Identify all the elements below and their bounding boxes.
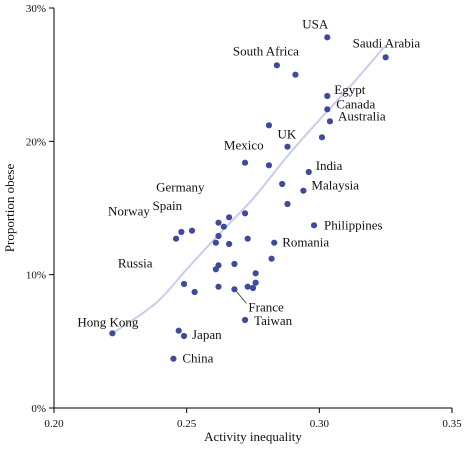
data-point <box>212 266 219 273</box>
point-label: Australia <box>338 108 386 123</box>
data-point <box>271 239 278 246</box>
data-point <box>265 162 273 169</box>
data-point <box>284 200 291 208</box>
data-point <box>382 54 389 61</box>
point-label: Canada <box>336 96 375 111</box>
data-point <box>188 227 196 234</box>
point-label: USA <box>302 16 329 31</box>
data-point <box>180 332 188 340</box>
data-point <box>249 284 257 292</box>
data-point <box>180 280 188 288</box>
point-label: India <box>316 158 343 173</box>
point-label: Mexico <box>224 137 264 152</box>
data-point <box>318 134 326 141</box>
point-label: France <box>248 299 284 314</box>
x-tick-label: 0.20 <box>44 418 64 430</box>
data-point <box>300 187 307 194</box>
point-label: Spain <box>153 198 183 213</box>
data-point <box>252 279 259 286</box>
data-point <box>241 159 249 166</box>
y-tick-label: 20% <box>26 136 46 148</box>
y-tick-label: 30% <box>26 3 46 15</box>
y-axis-title: Proportion obese <box>2 164 17 253</box>
point-label: UK <box>277 127 296 142</box>
data-point <box>279 180 286 188</box>
data-point <box>241 316 249 324</box>
data-point <box>109 330 116 337</box>
point-label: Germany <box>156 179 205 194</box>
tick-layer: 0.20 0.25 0.30 0.35 0% 10% 20% 30% <box>26 3 462 430</box>
data-point <box>241 210 249 217</box>
data-point <box>191 288 198 296</box>
data-point <box>292 71 299 78</box>
point-label-layer: USA Saudi Arabia South Africa EgyptCanadaAu… <box>77 16 420 365</box>
data-point <box>324 34 331 41</box>
point-label: Hong Kong <box>77 314 139 329</box>
data-point <box>172 235 180 242</box>
x-axis-title: Activity inequality <box>204 429 302 444</box>
point-label: Egypt <box>334 82 365 97</box>
data-point <box>215 219 222 226</box>
data-point <box>265 122 273 129</box>
y-tick-label: 0% <box>31 403 46 415</box>
x-tick-label: 0.25 <box>177 418 197 430</box>
data-point <box>170 355 177 362</box>
point-label: Norway <box>108 204 150 219</box>
data-point <box>326 118 334 125</box>
label-leader-line <box>236 291 247 304</box>
data-point <box>220 223 227 230</box>
data-point <box>215 283 222 290</box>
axes <box>53 8 452 409</box>
data-point <box>310 222 318 229</box>
point-label: South Africa <box>233 43 299 58</box>
x-tick-label: 0.35 <box>442 418 462 430</box>
point-label: Malaysia <box>311 178 359 193</box>
point-label: Philippines <box>324 217 383 232</box>
y-tick-label: 10% <box>26 270 46 282</box>
data-point <box>324 106 331 113</box>
point-label: Saudi Arabia <box>353 35 421 50</box>
data-point <box>268 255 275 262</box>
point-label: China <box>182 351 213 366</box>
point-layer <box>109 34 389 362</box>
data-point <box>178 228 185 236</box>
data-point <box>305 168 312 176</box>
trend-line <box>111 44 387 335</box>
point-label: Japan <box>192 327 222 342</box>
data-point <box>273 62 280 69</box>
data-point <box>244 283 251 290</box>
data-point <box>252 270 259 277</box>
x-tick-label: 0.30 <box>310 418 330 430</box>
data-point <box>215 232 222 240</box>
data-point <box>231 260 238 268</box>
data-point <box>175 327 182 334</box>
point-label: Romania <box>282 235 329 250</box>
data-point <box>212 239 219 246</box>
data-point <box>226 240 233 248</box>
point-label: Russia <box>118 255 153 270</box>
data-point <box>284 143 291 150</box>
data-point <box>231 286 238 293</box>
data-point <box>324 92 331 100</box>
data-point <box>226 214 233 221</box>
trend-line-layer <box>111 44 387 335</box>
data-point <box>244 235 251 242</box>
label-leaders <box>236 291 247 304</box>
point-label: Taiwan <box>254 313 293 328</box>
